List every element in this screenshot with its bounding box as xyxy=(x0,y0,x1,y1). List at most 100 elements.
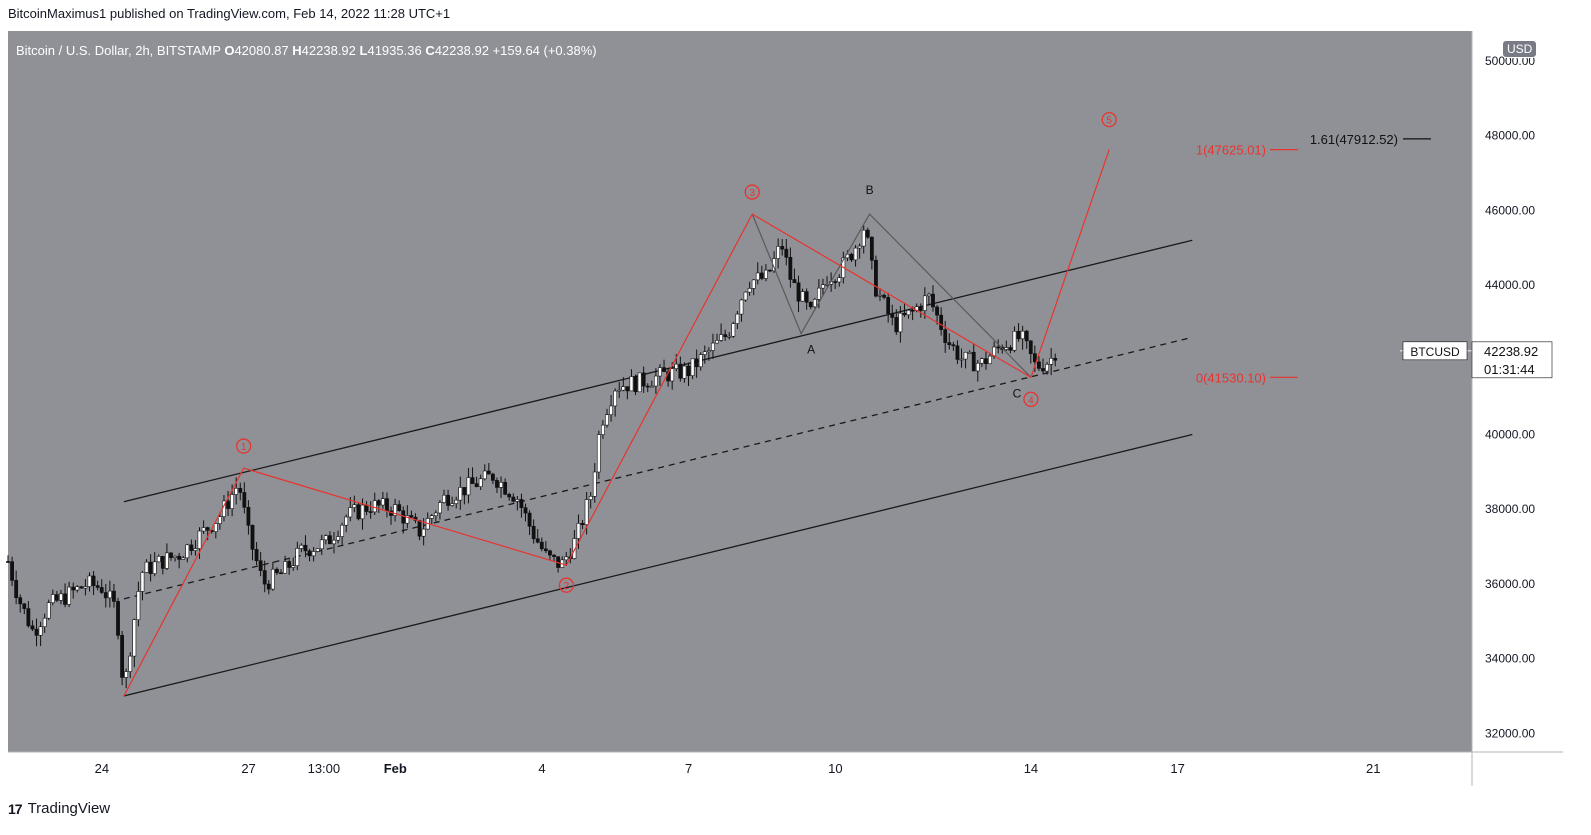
candle xyxy=(14,570,19,605)
candle xyxy=(18,594,23,613)
fib-level-label: 0(41530.10) xyxy=(1196,370,1266,385)
candle-body xyxy=(364,504,369,512)
candle-body xyxy=(784,248,789,258)
candle-body xyxy=(429,515,434,519)
candle xyxy=(242,482,247,514)
candle-body xyxy=(886,297,891,314)
candle xyxy=(943,320,948,353)
candle xyxy=(613,388,618,417)
candle xyxy=(951,341,956,351)
candle-body xyxy=(882,294,886,298)
candle-body xyxy=(768,269,772,272)
candle-body xyxy=(719,334,723,341)
candle-body xyxy=(596,434,601,473)
candle xyxy=(617,382,622,399)
candle xyxy=(931,285,935,312)
candle-body xyxy=(132,619,137,657)
fib-level-label: 1(47625.01) xyxy=(1196,143,1266,158)
candle-body xyxy=(116,601,120,636)
candle xyxy=(1012,326,1017,353)
candle-body xyxy=(706,350,711,353)
candle-body xyxy=(931,293,935,308)
candle-body xyxy=(641,372,646,387)
candle xyxy=(971,343,976,372)
candle-body xyxy=(217,516,222,524)
candle xyxy=(849,252,854,262)
candle-body xyxy=(177,555,182,560)
y-tick-label: 34000.00 xyxy=(1485,652,1535,666)
candle xyxy=(95,580,100,591)
candle xyxy=(470,467,475,484)
wave-marker-circle xyxy=(1101,111,1117,128)
candle xyxy=(523,503,528,522)
candle xyxy=(71,582,76,599)
candle xyxy=(543,541,548,554)
candle-body xyxy=(519,499,524,508)
candle-body xyxy=(499,481,503,488)
candle-body xyxy=(397,504,402,512)
candle xyxy=(988,352,992,365)
candle-body xyxy=(543,548,548,552)
candle-body xyxy=(780,246,785,250)
ticker-label: BTCUSD xyxy=(1410,345,1460,359)
candle-body xyxy=(91,575,96,586)
candle xyxy=(678,356,683,382)
candle-body xyxy=(747,288,752,293)
candle xyxy=(315,548,320,553)
candle-body xyxy=(152,561,157,574)
candle xyxy=(898,306,903,343)
candle-body xyxy=(226,500,230,509)
candle-body xyxy=(120,635,124,678)
footer-brand[interactable]: TradingView xyxy=(27,800,111,817)
x-tick-label: 4 xyxy=(538,761,545,776)
candle xyxy=(368,501,373,519)
ohlc-legend: Bitcoin / U.S. Dollar, 2h, BITSTAMP O420… xyxy=(16,43,597,58)
candle-body xyxy=(1008,347,1013,351)
candle xyxy=(466,468,471,504)
candle xyxy=(715,333,719,344)
candle-body xyxy=(283,561,287,574)
candle-body xyxy=(474,483,479,487)
candle xyxy=(226,490,230,517)
candle xyxy=(886,292,891,323)
candle-body xyxy=(821,284,825,289)
candle xyxy=(495,477,499,493)
candle-body xyxy=(291,565,296,568)
candle-body xyxy=(503,481,508,495)
candle xyxy=(303,535,308,558)
currency-button[interactable]: USD xyxy=(1502,40,1538,58)
candle xyxy=(963,351,968,369)
candle xyxy=(429,513,434,524)
candle-body xyxy=(405,515,410,524)
candle xyxy=(698,352,703,371)
candle-body xyxy=(906,309,911,316)
candle-body xyxy=(947,342,952,346)
candle-body xyxy=(128,655,133,672)
candle xyxy=(442,489,446,504)
candle-body xyxy=(1004,347,1009,350)
candle xyxy=(759,265,764,281)
wave-marker-4: 4 xyxy=(1023,391,1039,407)
wave-marker-label: 5 xyxy=(1106,116,1112,127)
candle-body xyxy=(385,498,389,512)
candle xyxy=(87,572,92,592)
candle-body xyxy=(148,561,153,574)
candle-body xyxy=(234,487,239,495)
x-tick-label: 27 xyxy=(241,761,255,776)
candle-body xyxy=(658,367,662,377)
y-tick-label: 40000.00 xyxy=(1485,427,1535,441)
candle xyxy=(853,245,858,267)
candle-body xyxy=(637,372,642,393)
tradingview-logo-icon[interactable]: 17 xyxy=(8,800,23,817)
candle xyxy=(30,620,35,632)
candle xyxy=(837,274,842,287)
candle xyxy=(128,652,133,679)
candle-body xyxy=(609,405,613,416)
candle-body xyxy=(63,593,67,605)
candle-body xyxy=(462,487,467,496)
candle xyxy=(784,238,789,266)
candle-body xyxy=(796,282,801,302)
candle xyxy=(197,527,202,559)
candle-body xyxy=(711,342,715,351)
